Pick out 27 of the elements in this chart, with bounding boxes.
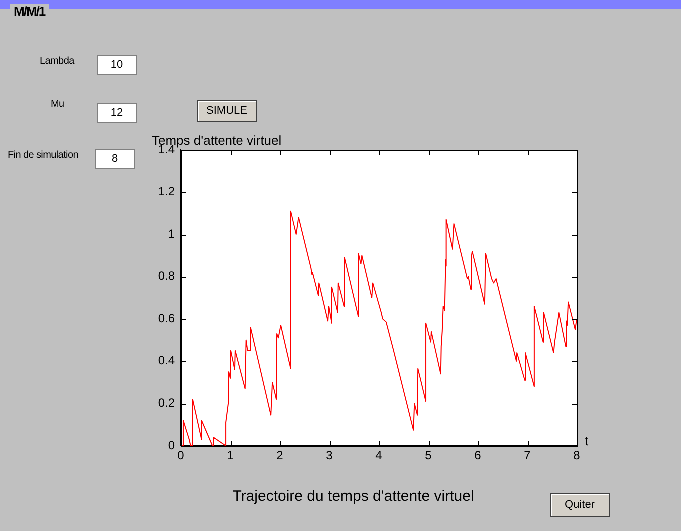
y-tick-label: 0.4 (158, 354, 176, 368)
x-axis-title: t (585, 434, 589, 449)
x-tick-label: 0 (178, 448, 185, 463)
text: M/M/1 (10, 4, 50, 19)
y-tick-label: 0.6 (158, 311, 176, 326)
y-tick-label: 0.2 (158, 396, 176, 410)
x-tick-label: 7 (524, 448, 532, 463)
x-tick-label: 4 (376, 448, 383, 463)
text: SIMULE (197, 100, 257, 122)
text: 12 (97, 103, 137, 123)
y-tick-label: 1.2 (158, 184, 176, 199)
y-tick-label: 0.8 (158, 269, 176, 284)
text: 10 (97, 55, 137, 75)
text: Trajectoire du temps d'attente virtuel (232, 488, 474, 506)
text: Quiter (550, 493, 610, 517)
text: Mu (51, 99, 64, 110)
x-tick-label: 5 (425, 448, 432, 463)
x-tick-label: 1 (227, 448, 234, 463)
x-tick-label: 6 (474, 448, 482, 463)
text: Lambda (40, 56, 74, 67)
y-tick-label: 0 (168, 438, 176, 452)
text: 8 (95, 149, 135, 169)
y-tick-label: 1 (168, 226, 176, 241)
x-tick-label: 2 (276, 448, 284, 463)
x-tick-label: 8 (574, 448, 581, 463)
text: Fin de simulation (8, 150, 78, 161)
x-tick-label: 3 (326, 448, 334, 463)
